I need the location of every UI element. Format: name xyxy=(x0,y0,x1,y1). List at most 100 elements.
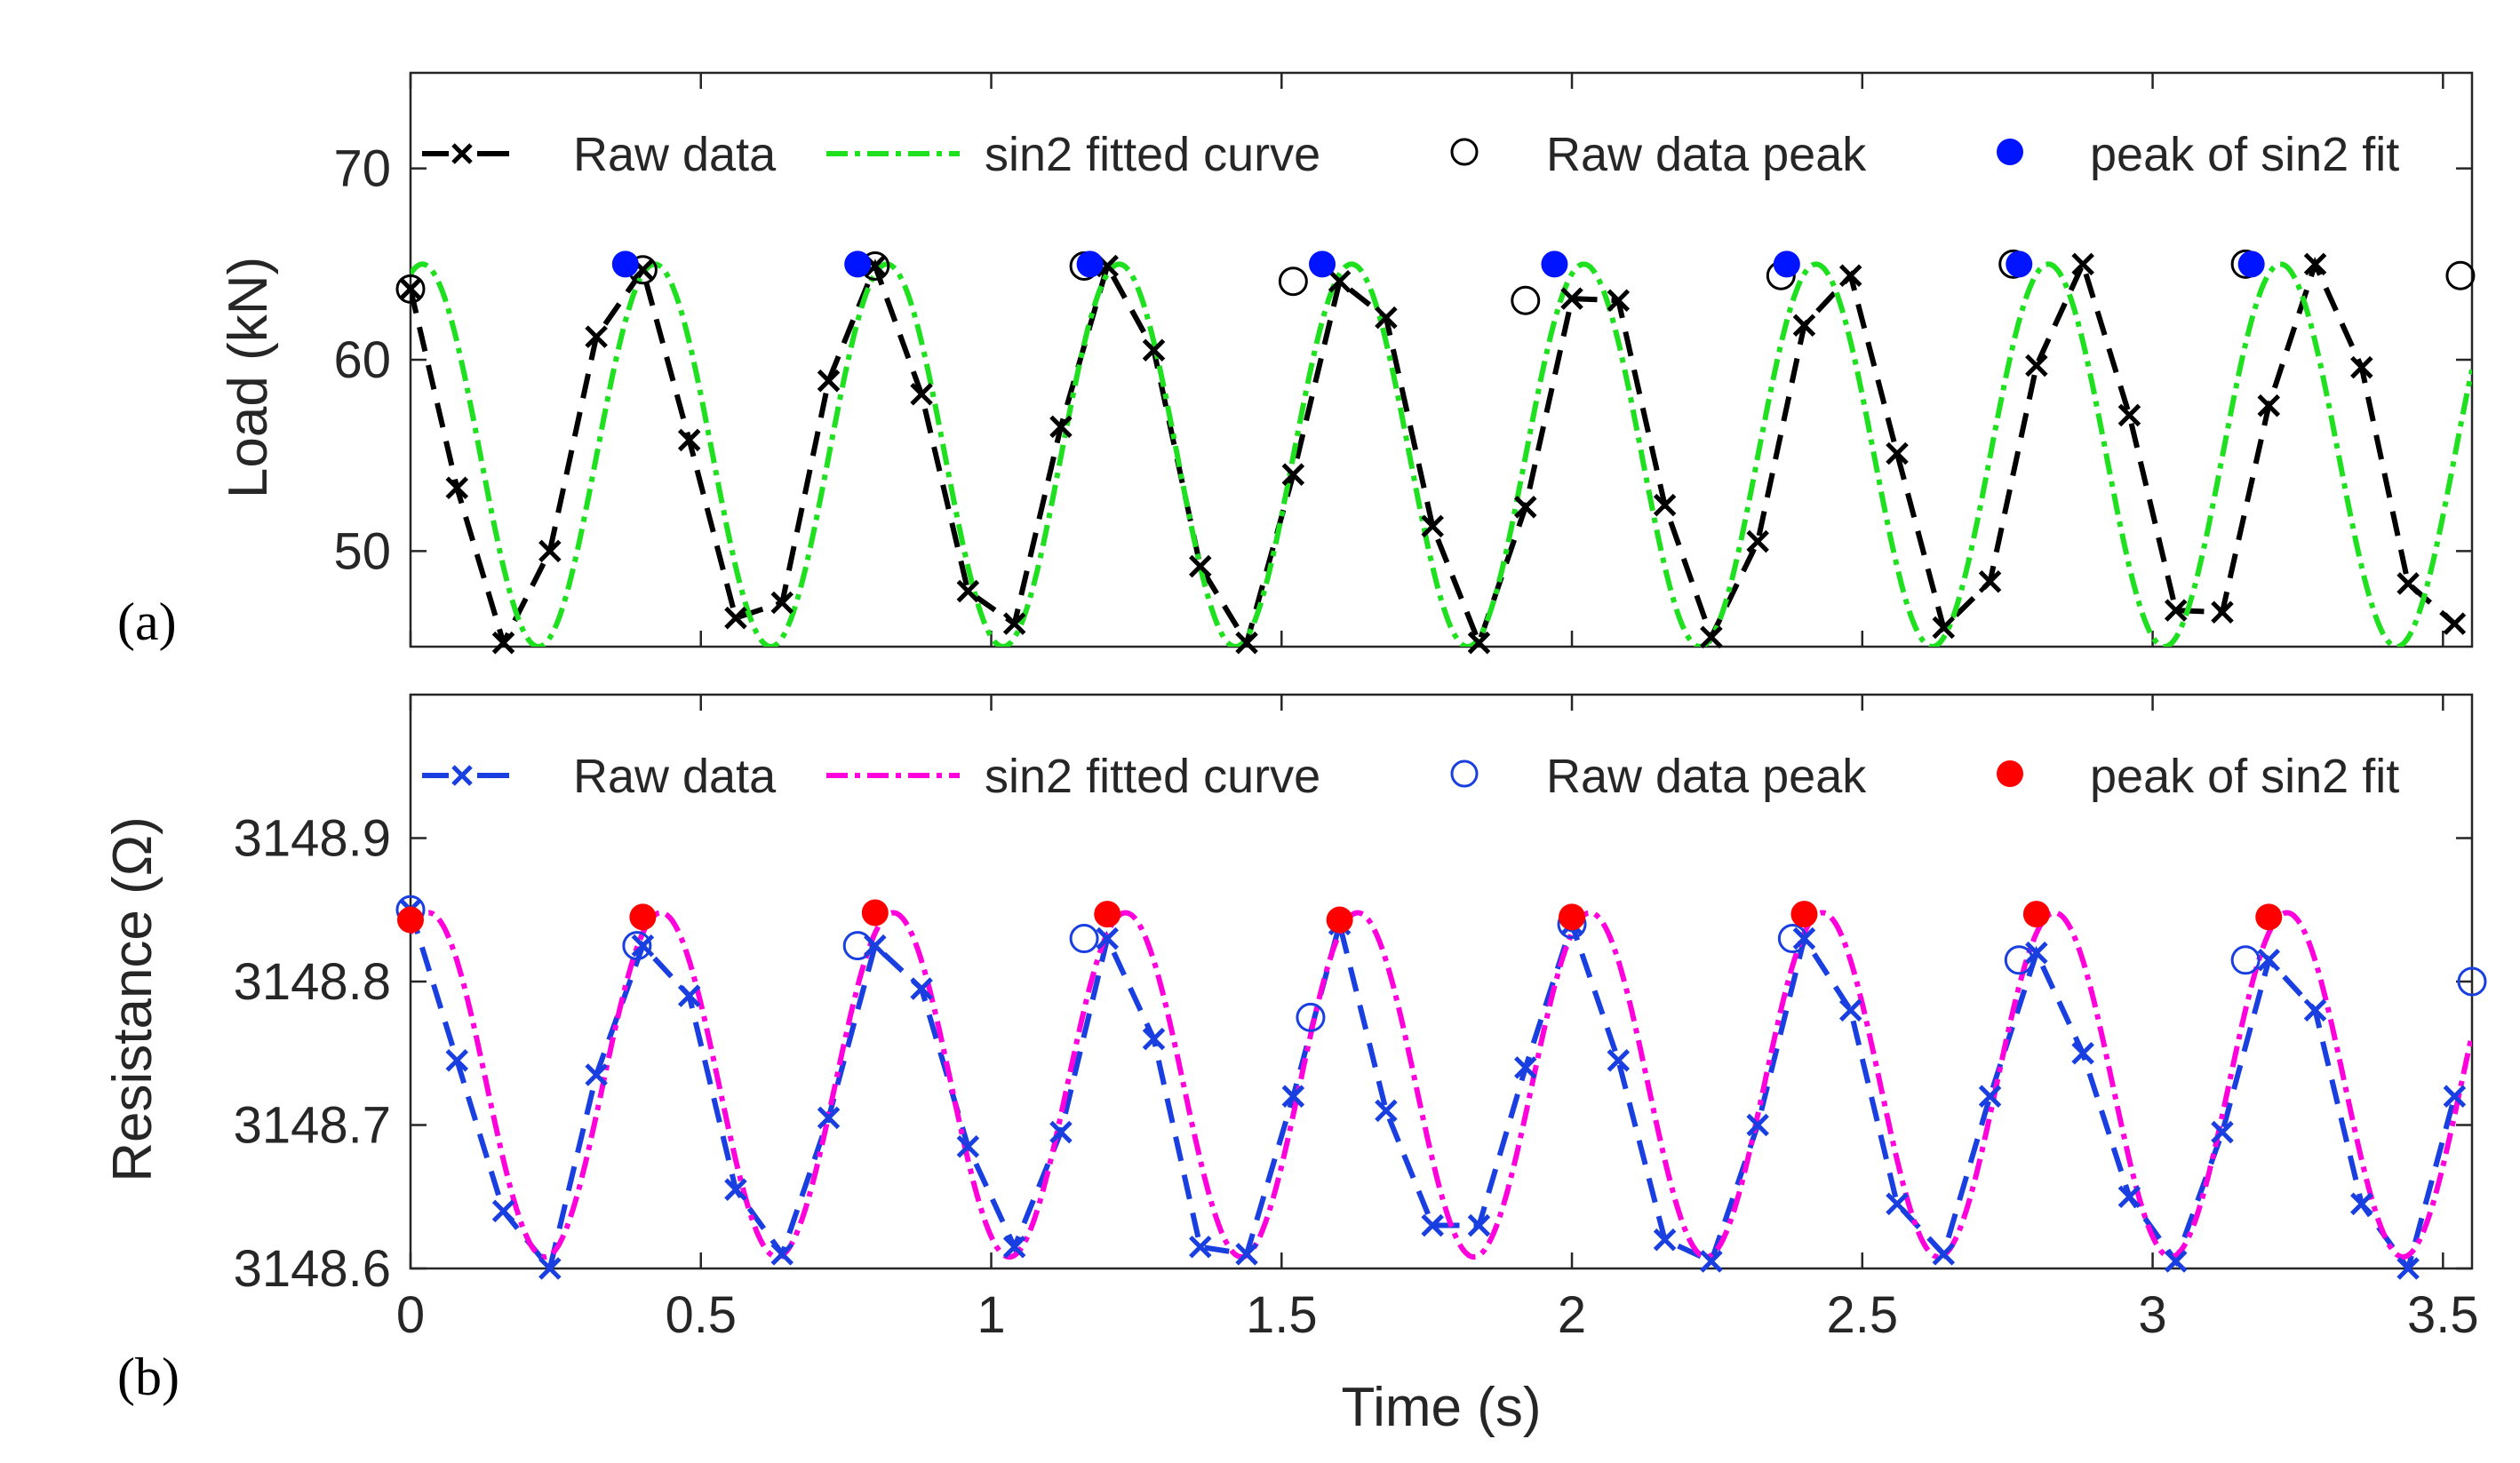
raw-data-marker xyxy=(1932,616,1956,640)
fit-peak-marker xyxy=(2006,250,2033,278)
x-tick-label: 2 xyxy=(1558,1286,1586,1344)
raw-data-marker xyxy=(724,1178,747,1201)
raw-data-marker xyxy=(910,977,933,1000)
y-tick-label: 3148.6 xyxy=(234,1240,391,1298)
raw-data-marker xyxy=(1049,1120,1073,1144)
raw-data-marker xyxy=(1467,631,1491,655)
raw-data-marker xyxy=(1142,338,1166,362)
raw-data-marker xyxy=(2303,998,2327,1022)
legend-raw-peak-marker xyxy=(1450,759,1479,788)
fit-peak-marker xyxy=(861,899,889,926)
raw-data-line xyxy=(411,256,2457,647)
raw-data-marker xyxy=(1607,289,1631,313)
raw-data-marker xyxy=(1513,496,1537,519)
y-tick-label: 3148.9 xyxy=(234,810,391,868)
raw-peak-marker xyxy=(395,274,426,304)
raw-data-marker xyxy=(1421,1213,1444,1237)
raw-data-marker xyxy=(724,606,747,630)
legend: Raw data sin2 fitted curve Raw data peak pe… xyxy=(422,128,2399,181)
raw-data-marker xyxy=(538,539,562,563)
x-tick-label: 1 xyxy=(977,1286,1005,1344)
raw-peak-marker xyxy=(842,931,873,961)
raw-data-marker xyxy=(2443,612,2467,635)
raw-data-marker xyxy=(1189,554,1212,578)
raw-data-marker xyxy=(2257,394,2281,417)
raw-data-marker xyxy=(2164,1250,2188,1273)
raw-data-marker xyxy=(1700,1250,1723,1273)
raw-data-marker xyxy=(2071,1041,2094,1065)
raw-data-marker xyxy=(1838,998,1862,1022)
raw-data-marker xyxy=(1328,269,1352,293)
fit-peak-marker xyxy=(611,250,639,278)
raw-data-marker xyxy=(2211,1120,2234,1144)
raw-data-marker xyxy=(1142,1027,1166,1051)
raw-data-marker xyxy=(445,1049,469,1072)
raw-data-marker xyxy=(1235,1243,1258,1266)
legend: Raw data sin2 fitted curve Raw data peak pe… xyxy=(422,750,2399,803)
raw-data-marker xyxy=(2303,252,2327,276)
fit-peak-marker xyxy=(629,903,657,931)
raw-data-marker xyxy=(2350,1192,2373,1216)
fit-peak-marker xyxy=(1076,250,1104,278)
raw-data-marker xyxy=(2025,354,2048,378)
raw-data-marker xyxy=(677,428,701,452)
raw-data-marker xyxy=(2211,600,2234,624)
raw-data-marker xyxy=(1700,625,1723,649)
raw-data-marker xyxy=(956,579,980,603)
fit-peak-marker xyxy=(844,250,872,278)
raw-data-marker xyxy=(1607,1049,1631,1072)
raw-data-marker xyxy=(770,591,794,615)
y-tick-label: 70 xyxy=(333,140,391,198)
fitted-curve-line xyxy=(411,910,2472,1260)
raw-data-marker xyxy=(1746,529,1769,553)
x-tick-label: 3.5 xyxy=(2407,1286,2479,1344)
panel-b-resistance: 0 0.5 1 1.5 2 2.5 3 3.5 3148.6 3148.7 3148.8 3148.9… xyxy=(102,693,2487,1438)
raw-data-marker xyxy=(1978,570,2002,593)
legend-fit-label: sin2 fitted curve xyxy=(985,750,1320,803)
raw-data-marker xyxy=(1746,1113,1769,1137)
legend-fit-peak-marker xyxy=(1997,760,2023,787)
y-axis-label: Resistance (Ω) xyxy=(102,816,163,1182)
panel-a-load: 50 60 70 Load (kN) (a) Raw data sin2 fitted cu… xyxy=(117,71,2476,655)
fit-peak-marker xyxy=(2237,250,2265,278)
raw-data-marker xyxy=(1375,1099,1398,1123)
raw-data-marker xyxy=(1513,1056,1537,1079)
panel-tag: (a) xyxy=(117,592,177,651)
raw-data-marker xyxy=(1792,926,1816,950)
raw-data-marker xyxy=(1235,631,1258,655)
raw-data-line xyxy=(411,909,2458,1268)
raw-data-marker xyxy=(399,277,422,301)
raw-data-marker xyxy=(1281,463,1305,486)
x-tick-label: 2.5 xyxy=(1826,1286,1898,1344)
legend-raw-peak-label: Raw data peak xyxy=(1546,750,1867,803)
y-axis-label: Load (kN) xyxy=(218,257,279,498)
legend-fit-peak-label: peak of sin2 fit xyxy=(2090,128,2399,181)
raw-data-marker xyxy=(585,1063,608,1086)
raw-data-marker xyxy=(1978,1085,2002,1108)
raw-data-marker xyxy=(1560,287,1583,310)
raw-data-marker xyxy=(817,369,841,393)
fit-peak-marker xyxy=(1559,903,1586,931)
fit-peak-marker xyxy=(2255,903,2283,931)
fit-peak-marker xyxy=(1790,901,1818,928)
legend-fit-peak-marker xyxy=(1997,139,2023,165)
raw-data-marker xyxy=(817,1106,841,1130)
raw-data-marker xyxy=(956,1134,980,1158)
fit-peak-marker xyxy=(1094,901,1121,928)
raw-data-marker xyxy=(1375,306,1398,330)
legend-fit-peak-label: peak of sin2 fit xyxy=(2090,750,2399,803)
plot-area xyxy=(411,909,2472,1268)
raw-data-marker xyxy=(1886,441,1909,465)
raw-data-marker xyxy=(491,631,515,655)
fit-peak-marker xyxy=(2022,901,2050,928)
raw-data-marker xyxy=(770,1243,794,1266)
fit-peak-marker xyxy=(1773,250,1800,278)
raw-data-marker xyxy=(910,382,933,406)
x-tick-label: 0 xyxy=(396,1286,425,1344)
raw-data-marker xyxy=(2396,572,2420,595)
raw-data-marker xyxy=(2071,252,2094,276)
raw-data-marker xyxy=(2443,1085,2467,1108)
raw-peak-marker xyxy=(1296,1002,1326,1032)
fitted-curve-line xyxy=(411,261,2472,647)
